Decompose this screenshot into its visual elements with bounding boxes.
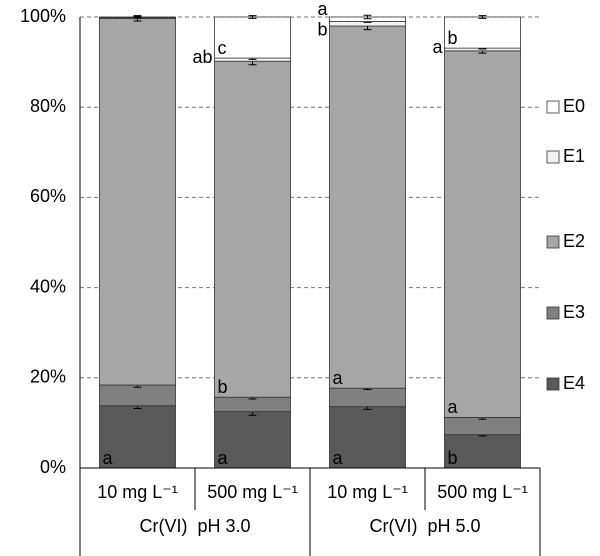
significance-letter: c bbox=[218, 38, 227, 58]
bar-segment bbox=[329, 25, 406, 389]
significance-letter: b bbox=[448, 28, 458, 48]
error-bar bbox=[478, 15, 487, 19]
legend-swatch bbox=[546, 150, 560, 164]
group-label: Cr(VI) pH 5.0 bbox=[369, 516, 480, 536]
bar-segment bbox=[329, 406, 406, 469]
legend-swatch bbox=[546, 377, 560, 391]
bar-segment bbox=[444, 16, 521, 49]
significance-letter: b bbox=[317, 19, 327, 39]
error-bar bbox=[248, 15, 257, 19]
y-tick-label: 100% bbox=[20, 6, 66, 26]
significance-letter: b bbox=[218, 377, 228, 397]
y-tick-label: 40% bbox=[30, 276, 66, 296]
legend-swatch bbox=[546, 235, 560, 249]
bar-segment bbox=[214, 16, 291, 59]
bar-segment bbox=[214, 411, 291, 469]
legend-label: E1 bbox=[563, 146, 585, 166]
significance-letter: a bbox=[317, 0, 328, 19]
x-tick-label: 500 mg L⁻¹ bbox=[437, 482, 528, 502]
significance-letter: a bbox=[333, 368, 344, 388]
bar-segment bbox=[99, 384, 176, 407]
significance-letter: ab bbox=[192, 47, 212, 67]
significance-letter: a bbox=[448, 397, 459, 417]
bar-segment bbox=[444, 417, 521, 436]
bar-segment bbox=[214, 60, 291, 398]
error-bar bbox=[363, 14, 372, 20]
legend-swatch bbox=[546, 306, 560, 320]
x-tick-label: 500 mg L⁻¹ bbox=[207, 482, 298, 502]
significance-letter: b bbox=[448, 448, 458, 468]
error-bar bbox=[133, 15, 142, 19]
bar-segment bbox=[99, 17, 176, 386]
x-tick-label: 10 mg L⁻¹ bbox=[97, 482, 178, 502]
bar-segment bbox=[444, 50, 521, 418]
y-tick-label: 80% bbox=[30, 96, 66, 116]
significance-letter: a bbox=[432, 37, 443, 57]
x-tick-label: 10 mg L⁻¹ bbox=[327, 482, 408, 502]
bar-segment bbox=[329, 387, 406, 408]
bar-segment bbox=[99, 405, 176, 469]
significance-letter: a bbox=[218, 448, 229, 468]
significance-letter: a bbox=[333, 448, 344, 468]
group-label: Cr(VI) pH 3.0 bbox=[139, 516, 250, 536]
significance-letter: a bbox=[103, 448, 114, 468]
legend-label: E4 bbox=[563, 373, 585, 393]
legend-label: E3 bbox=[563, 302, 585, 322]
legend-swatch bbox=[546, 100, 560, 114]
y-tick-label: 0% bbox=[40, 457, 66, 477]
legend-label: E0 bbox=[563, 96, 585, 116]
y-tick-label: 60% bbox=[30, 186, 66, 206]
legend-label: E2 bbox=[563, 231, 585, 251]
bar-segment bbox=[444, 434, 521, 469]
y-tick-label: 20% bbox=[30, 367, 66, 387]
